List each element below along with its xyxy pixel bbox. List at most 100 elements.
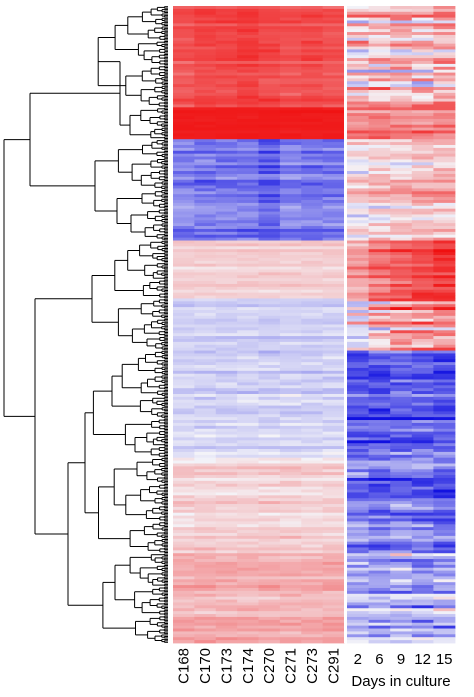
heatmap-cell — [411, 6, 434, 10]
heatmap-cell — [347, 391, 369, 395]
heatmap-cell — [194, 634, 217, 638]
heatmap-cell — [301, 278, 324, 282]
heatmap-cell — [347, 220, 369, 224]
heatmap-cell — [368, 197, 391, 201]
heatmap-cell — [322, 295, 345, 299]
heatmap-cell — [301, 472, 324, 476]
heatmap-cell — [215, 113, 238, 117]
heatmap-cell — [390, 72, 413, 76]
heatmap-cell — [279, 550, 302, 554]
heatmap-cell — [237, 37, 259, 42]
heatmap-cell — [411, 463, 434, 467]
heatmap-cell — [194, 153, 217, 157]
heatmap-cell — [215, 477, 238, 482]
heatmap-cell — [258, 559, 281, 563]
heatmap-cell — [322, 150, 345, 155]
heatmap-cell — [390, 567, 413, 572]
heatmap-cell — [433, 272, 456, 276]
heatmap-cell — [215, 89, 238, 94]
heatmap-cell — [194, 616, 217, 621]
heatmap-cell — [215, 544, 238, 548]
heatmap-cell — [237, 425, 259, 430]
heatmap-cell — [173, 411, 195, 415]
heatmap-cell — [322, 477, 345, 482]
heatmap-cell — [322, 483, 345, 488]
heatmap-cell — [390, 573, 413, 577]
heatmap-cell — [194, 509, 217, 514]
heatmap-cell — [173, 194, 195, 198]
heatmap-cell — [301, 49, 324, 53]
heatmap-cell — [215, 136, 238, 140]
heatmap-cell — [390, 399, 413, 404]
heatmap-cell — [237, 535, 259, 540]
heatmap-cell — [433, 506, 456, 511]
heatmap-cell — [258, 266, 281, 270]
heatmap-cell — [173, 477, 195, 482]
column-label: C174 — [240, 648, 257, 684]
heatmap-cell — [411, 535, 434, 540]
heatmap-cell — [237, 492, 259, 496]
heatmap-cell — [237, 324, 259, 328]
heatmap-cell — [173, 321, 195, 325]
heatmap-cell — [368, 408, 391, 412]
heatmap-cell — [301, 75, 324, 79]
heatmap-cell — [173, 341, 195, 346]
heatmap-cell — [301, 176, 324, 181]
heatmap-cell — [390, 173, 413, 178]
heatmap-cell — [194, 541, 217, 545]
heatmap-cell — [347, 422, 369, 427]
heatmap-cell — [173, 379, 195, 383]
heatmap-cell — [173, 553, 195, 557]
heatmap-cell — [322, 81, 345, 85]
heatmap-cell — [433, 356, 456, 360]
heatmap-cell — [258, 602, 281, 606]
heatmap-cell — [368, 281, 391, 285]
heatmap-cell — [411, 518, 434, 522]
heatmap-cell — [215, 388, 238, 392]
heatmap-cell — [258, 388, 281, 392]
heatmap-cell — [279, 107, 302, 111]
heatmap-cell — [433, 640, 456, 644]
heatmap-cell — [322, 301, 345, 305]
heatmap-cell — [301, 315, 324, 320]
heatmap-cell — [390, 304, 413, 308]
heatmap-cell — [390, 104, 413, 108]
heatmap-cell — [215, 449, 238, 453]
heatmap-cell — [215, 338, 238, 343]
heatmap-cell — [347, 451, 369, 456]
heatmap-cell — [279, 289, 302, 294]
heatmap-cell — [279, 509, 302, 514]
heatmap-cell — [322, 312, 345, 317]
heatmap-cell — [215, 587, 238, 592]
heatmap-cell — [258, 113, 281, 117]
heatmap-cell — [194, 275, 217, 279]
heatmap-cell — [215, 63, 238, 68]
heatmap-cell — [301, 327, 324, 331]
heatmap-cell — [194, 356, 217, 360]
heatmap-cell — [368, 78, 391, 82]
heatmap-cell — [411, 269, 434, 273]
heatmap-cell — [194, 113, 217, 117]
heatmap-cell — [279, 147, 302, 152]
heatmap-cell — [433, 315, 456, 320]
heatmap-cell — [237, 509, 259, 514]
heatmap-cell — [237, 286, 259, 291]
heatmap-cell — [390, 541, 413, 545]
heatmap-cell — [258, 393, 281, 398]
heatmap-cell — [322, 425, 345, 430]
heatmap-cell — [215, 310, 238, 314]
heatmap-cell — [411, 486, 434, 490]
heatmap-cell — [433, 237, 456, 241]
heatmap-cell — [258, 310, 281, 314]
heatmap-cell — [390, 202, 413, 207]
heatmap-cell — [173, 286, 195, 291]
heatmap-cell — [237, 58, 259, 62]
heatmap-cell — [194, 34, 217, 39]
heatmap-cell — [237, 353, 259, 357]
heatmap-cell — [301, 408, 324, 412]
heatmap-cell — [322, 640, 345, 644]
heatmap-cell — [322, 147, 345, 152]
heatmap-cell — [433, 590, 456, 595]
heatmap-cell — [215, 72, 238, 76]
heatmap-cell — [347, 443, 369, 447]
